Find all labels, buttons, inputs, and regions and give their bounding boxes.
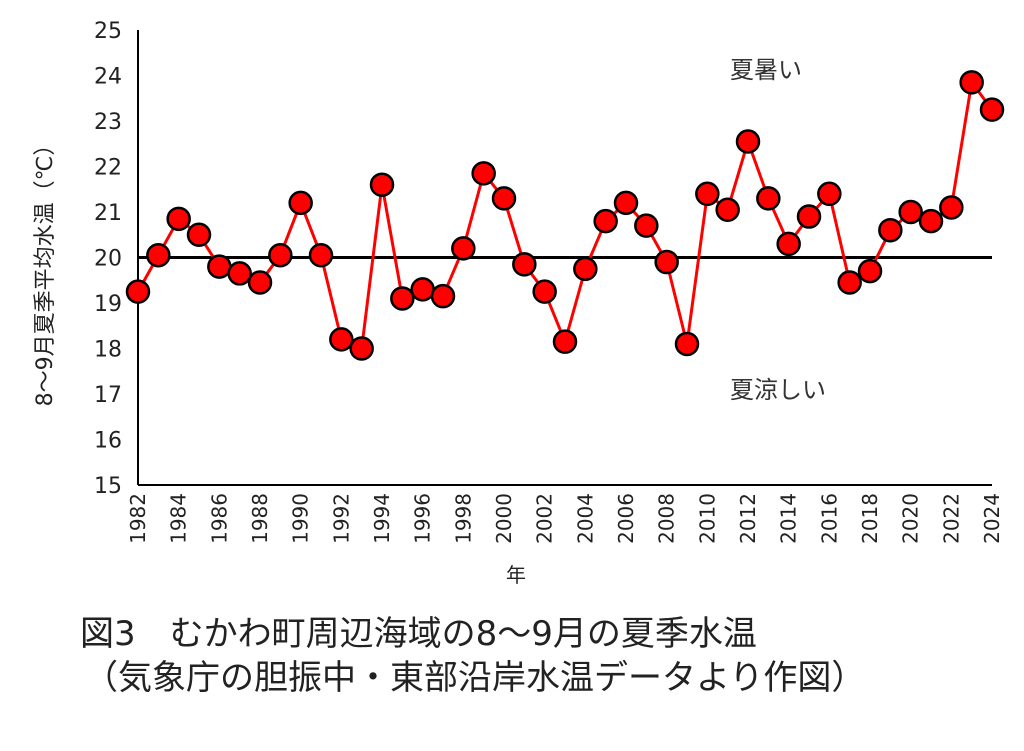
y-tick-label: 18	[94, 338, 122, 363]
data-point	[939, 195, 964, 220]
data-point	[776, 231, 801, 257]
annotation-summer-cool: 夏涼しい	[730, 376, 826, 404]
y-tick-label: 23	[94, 110, 122, 135]
series-line	[136, 78, 994, 351]
x-tick-label: 2000	[492, 493, 516, 544]
data-point	[857, 258, 883, 284]
x-axis: 1982 1984 1986 1988 1990 1992 1994 1996 1998 2000…	[126, 484, 1004, 544]
data-point	[695, 181, 720, 207]
y-tick-label: 25	[94, 19, 122, 44]
x-tick-label: 1988	[248, 493, 272, 544]
y-tick-label: 24	[94, 65, 122, 90]
data-points	[125, 70, 1005, 361]
data-point	[146, 242, 171, 268]
data-point	[227, 261, 252, 286]
x-tick-label: 2022	[939, 493, 963, 544]
data-point	[125, 279, 151, 304]
x-tick-label: 2010	[695, 493, 719, 544]
data-point	[512, 252, 537, 277]
x-tick-label: 1998	[451, 493, 475, 544]
data-point	[878, 217, 903, 243]
data-point	[268, 242, 293, 268]
x-tick-label: 2002	[533, 493, 557, 544]
x-axis-label: 年	[506, 563, 526, 587]
data-point	[410, 277, 435, 302]
data-point	[451, 236, 476, 261]
data-point	[329, 327, 354, 352]
y-tick-label: 15	[94, 474, 122, 499]
x-tick-label: 2008	[655, 493, 679, 544]
x-tick-label: 1994	[370, 493, 394, 544]
x-tick-label: 2016	[817, 493, 841, 544]
data-point	[898, 199, 923, 225]
data-point	[593, 208, 618, 234]
data-point	[959, 70, 984, 95]
data-point	[837, 270, 862, 295]
x-tick-label: 1990	[289, 493, 313, 544]
y-axis: 15 16 17 18 19 20 21 22 23 24 25	[94, 19, 139, 499]
data-point	[674, 331, 700, 357]
y-tick-label: 17	[94, 383, 122, 408]
data-point	[390, 286, 415, 311]
x-tick-label: 2020	[899, 493, 923, 544]
data-point	[491, 186, 517, 211]
data-point	[654, 249, 679, 275]
annotation-summer-hot: 夏暑い	[730, 56, 802, 84]
data-point	[349, 336, 374, 361]
x-tick-label: 2018	[858, 493, 882, 544]
y-tick-label: 21	[94, 201, 122, 226]
x-tick-label: 1984	[167, 493, 191, 544]
x-tick-label: 2012	[736, 493, 760, 544]
data-point	[207, 254, 232, 279]
x-tick-label: 1992	[329, 493, 353, 544]
data-point	[186, 222, 212, 247]
data-point	[796, 204, 822, 229]
data-point	[918, 208, 944, 234]
data-point	[288, 190, 313, 216]
y-tick-label: 22	[94, 156, 122, 181]
data-point	[308, 242, 334, 268]
data-point	[735, 129, 761, 154]
data-point	[634, 213, 659, 238]
data-point	[471, 161, 496, 186]
data-point	[552, 329, 578, 354]
y-tick-label: 16	[94, 429, 122, 454]
data-point	[247, 270, 273, 295]
x-tick-label: 2006	[614, 493, 638, 544]
figure-caption-title: 図3 むかわ町周辺海域の8～9月の夏季水温	[80, 614, 757, 654]
data-point	[166, 206, 191, 232]
y-tick-label: 20	[94, 247, 122, 272]
y-tick-label: 19	[94, 292, 122, 317]
data-point	[430, 283, 456, 309]
data-point	[613, 190, 639, 216]
x-tick-label: 2004	[573, 493, 597, 544]
data-point	[715, 197, 740, 222]
data-point	[573, 256, 598, 282]
figure-caption-source: （気象庁の胆振中・東部沿岸水温データより作図）	[84, 658, 866, 698]
data-point	[817, 181, 842, 207]
data-point	[369, 172, 395, 197]
x-tick-label: 2014	[777, 493, 801, 544]
x-tick-label: 1982	[126, 493, 150, 544]
data-point	[979, 97, 1005, 122]
y-axis-label: 8～9月夏季平均水温（℃）	[33, 134, 58, 407]
data-point	[756, 186, 781, 211]
data-point	[532, 279, 557, 304]
x-tick-label: 2024	[980, 493, 1004, 544]
x-tick-label: 1986	[207, 493, 231, 544]
x-tick-label: 1996	[411, 493, 435, 544]
